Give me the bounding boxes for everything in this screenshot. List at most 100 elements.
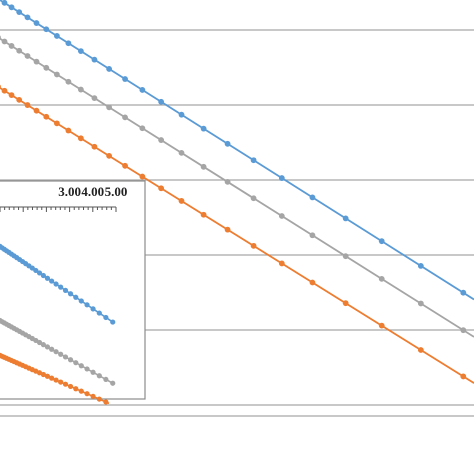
inset-point-orange-27 [103, 399, 109, 405]
data-point-gray-15 [178, 149, 185, 156]
data-point-orange-13 [139, 173, 146, 180]
inset-x-tick-label-0: 3.00 [58, 184, 81, 199]
inset-point-orange-21 [67, 383, 74, 390]
inset-point-gray-26 [96, 373, 102, 379]
data-point-gray-17 [224, 178, 231, 185]
inset-point-gray-24 [84, 366, 90, 372]
inset-chart: 3.00 4.00 5.00 [0, 180, 146, 405]
data-point-gray-14 [158, 137, 165, 143]
data-point-blue-22 [378, 238, 385, 245]
data-point-orange-1 [1, 87, 8, 94]
inset-point-gray-19 [58, 351, 64, 357]
series-line-blue [0, 0, 474, 301]
inset-point-blue-14 [36, 270, 43, 276]
data-point-blue-23 [417, 262, 424, 269]
data-point-gray-16 [200, 163, 207, 170]
data-point-blue-24 [460, 289, 467, 296]
inset-point-blue-21 [67, 291, 74, 297]
inset-x-axis: 3.00 4.00 5.00 [0, 184, 127, 212]
data-point-blue-16 [200, 125, 207, 132]
inset-point-blue-13 [33, 267, 39, 274]
inset-point-blue-28 [110, 319, 116, 325]
data-point-gray-7 [53, 71, 60, 78]
data-point-orange-24 [460, 373, 467, 380]
inset-point-gray-18 [53, 349, 59, 355]
inset-point-blue-19 [58, 284, 64, 290]
inset-point-gray-21 [67, 357, 74, 363]
data-point-blue-18 [250, 157, 257, 164]
data-point-gray-19 [278, 213, 285, 219]
data-point-gray-9 [77, 86, 84, 93]
inset-point-gray-27 [103, 376, 109, 383]
data-point-blue-17 [224, 140, 231, 147]
inset-point-gray-22 [73, 360, 79, 366]
inset-point-blue-23 [78, 298, 84, 304]
data-point-orange-12 [122, 162, 128, 169]
inset-point-gray-25 [90, 369, 96, 375]
inset-point-orange-26 [96, 396, 102, 402]
data-point-orange-17 [224, 226, 231, 233]
data-point-gray-22 [378, 275, 385, 282]
data-point-blue-5 [33, 20, 40, 26]
data-point-blue-13 [139, 87, 146, 93]
data-point-orange-4 [24, 102, 31, 108]
data-point-orange-3 [16, 96, 23, 103]
data-point-blue-0 [0, 0, 1, 1]
data-point-orange-23 [417, 347, 424, 353]
data-point-blue-19 [278, 175, 285, 181]
data-point-orange-22 [378, 322, 385, 329]
inset-point-orange-15 [40, 371, 46, 378]
data-point-orange-16 [200, 211, 207, 218]
inset-point-orange-24 [84, 391, 90, 397]
data-point-blue-21 [342, 215, 349, 222]
data-point-blue-2 [8, 4, 15, 11]
data-point-blue-11 [106, 66, 113, 72]
data-point-orange-5 [33, 107, 40, 114]
inset-point-gray-14 [36, 339, 43, 346]
data-point-orange-7 [53, 120, 60, 127]
data-point-orange-20 [309, 279, 316, 286]
data-point-gray-18 [250, 195, 257, 202]
data-point-orange-19 [278, 260, 285, 267]
data-point-blue-7 [53, 33, 60, 39]
data-point-gray-0 [0, 35, 1, 40]
inset-point-orange-23 [78, 388, 84, 394]
inset-point-blue-20 [62, 287, 69, 293]
data-point-gray-12 [122, 114, 128, 121]
inset-point-orange-16 [44, 373, 51, 379]
inset-point-blue-24 [84, 302, 90, 308]
inset-point-blue-16 [44, 275, 51, 281]
data-point-gray-8 [65, 78, 72, 85]
inset-point-gray-28 [110, 380, 116, 386]
data-point-orange-10 [91, 143, 98, 150]
inset-plot-series [0, 243, 116, 405]
data-point-orange-9 [77, 135, 84, 142]
inset-point-gray-16 [44, 344, 51, 350]
inset-point-blue-27 [103, 314, 109, 321]
data-point-gray-23 [417, 300, 424, 307]
data-point-orange-8 [65, 127, 72, 134]
data-point-orange-0 [0, 84, 1, 89]
inset-point-blue-25 [90, 306, 96, 312]
inset-point-orange-18 [53, 377, 59, 383]
data-point-orange-18 [250, 242, 257, 249]
data-point-orange-14 [158, 185, 165, 192]
data-point-gray-13 [139, 125, 146, 132]
data-point-orange-21 [342, 300, 349, 307]
data-point-gray-2 [8, 43, 15, 49]
inset-frame [0, 180, 146, 400]
data-point-gray-20 [309, 232, 316, 239]
data-point-gray-1 [1, 38, 8, 45]
data-point-gray-24 [460, 327, 467, 334]
inset-point-orange-17 [49, 375, 55, 381]
inset-point-blue-22 [73, 294, 79, 300]
series-line-orange [0, 86, 474, 384]
inset-point-blue-15 [40, 272, 46, 279]
series-line-gray [0, 37, 474, 338]
inset-point-gray-20 [62, 354, 69, 360]
data-point-orange-15 [178, 198, 185, 204]
main-plot-series [0, 0, 474, 384]
data-point-blue-3 [16, 9, 23, 16]
inset-point-gray-15 [40, 342, 46, 348]
